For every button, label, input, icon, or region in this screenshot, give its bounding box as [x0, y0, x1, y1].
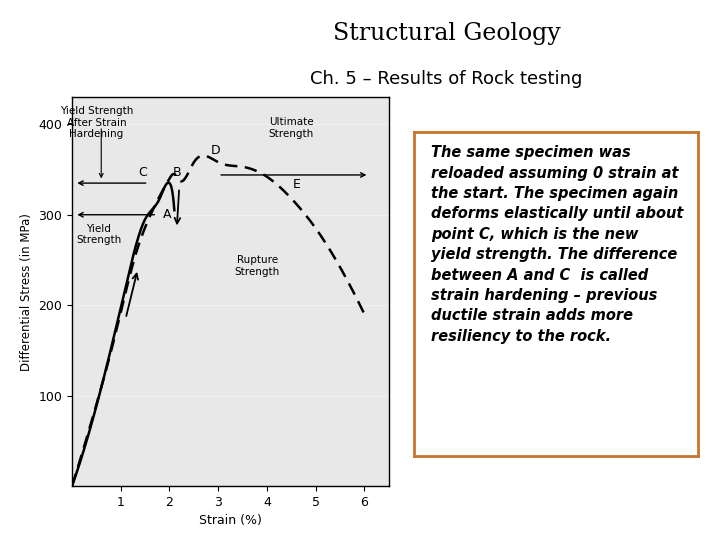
Y-axis label: Differential Stress (in MPa): Differential Stress (in MPa)	[20, 213, 33, 370]
Text: Rupture
Strength: Rupture Strength	[235, 255, 280, 277]
Text: A: A	[163, 207, 171, 220]
Text: B: B	[173, 166, 181, 179]
Text: Ultimate
Strength: Ultimate Strength	[269, 117, 314, 139]
Text: The same specimen was
reloaded assuming 0 strain at
the start. The specimen agai: The same specimen was reloaded assuming …	[431, 145, 683, 344]
Text: D: D	[211, 144, 220, 157]
Text: E: E	[292, 178, 300, 191]
Text: Ch. 5 – Results of Rock testing: Ch. 5 – Results of Rock testing	[310, 70, 582, 88]
Text: Yield Strength
After Strain
Hardening: Yield Strength After Strain Hardening	[60, 106, 133, 139]
Text: C: C	[138, 166, 147, 179]
X-axis label: Strain (%): Strain (%)	[199, 514, 262, 527]
Text: Yield
Strength: Yield Strength	[76, 224, 122, 245]
Text: Structural Geology: Structural Geology	[333, 22, 560, 45]
